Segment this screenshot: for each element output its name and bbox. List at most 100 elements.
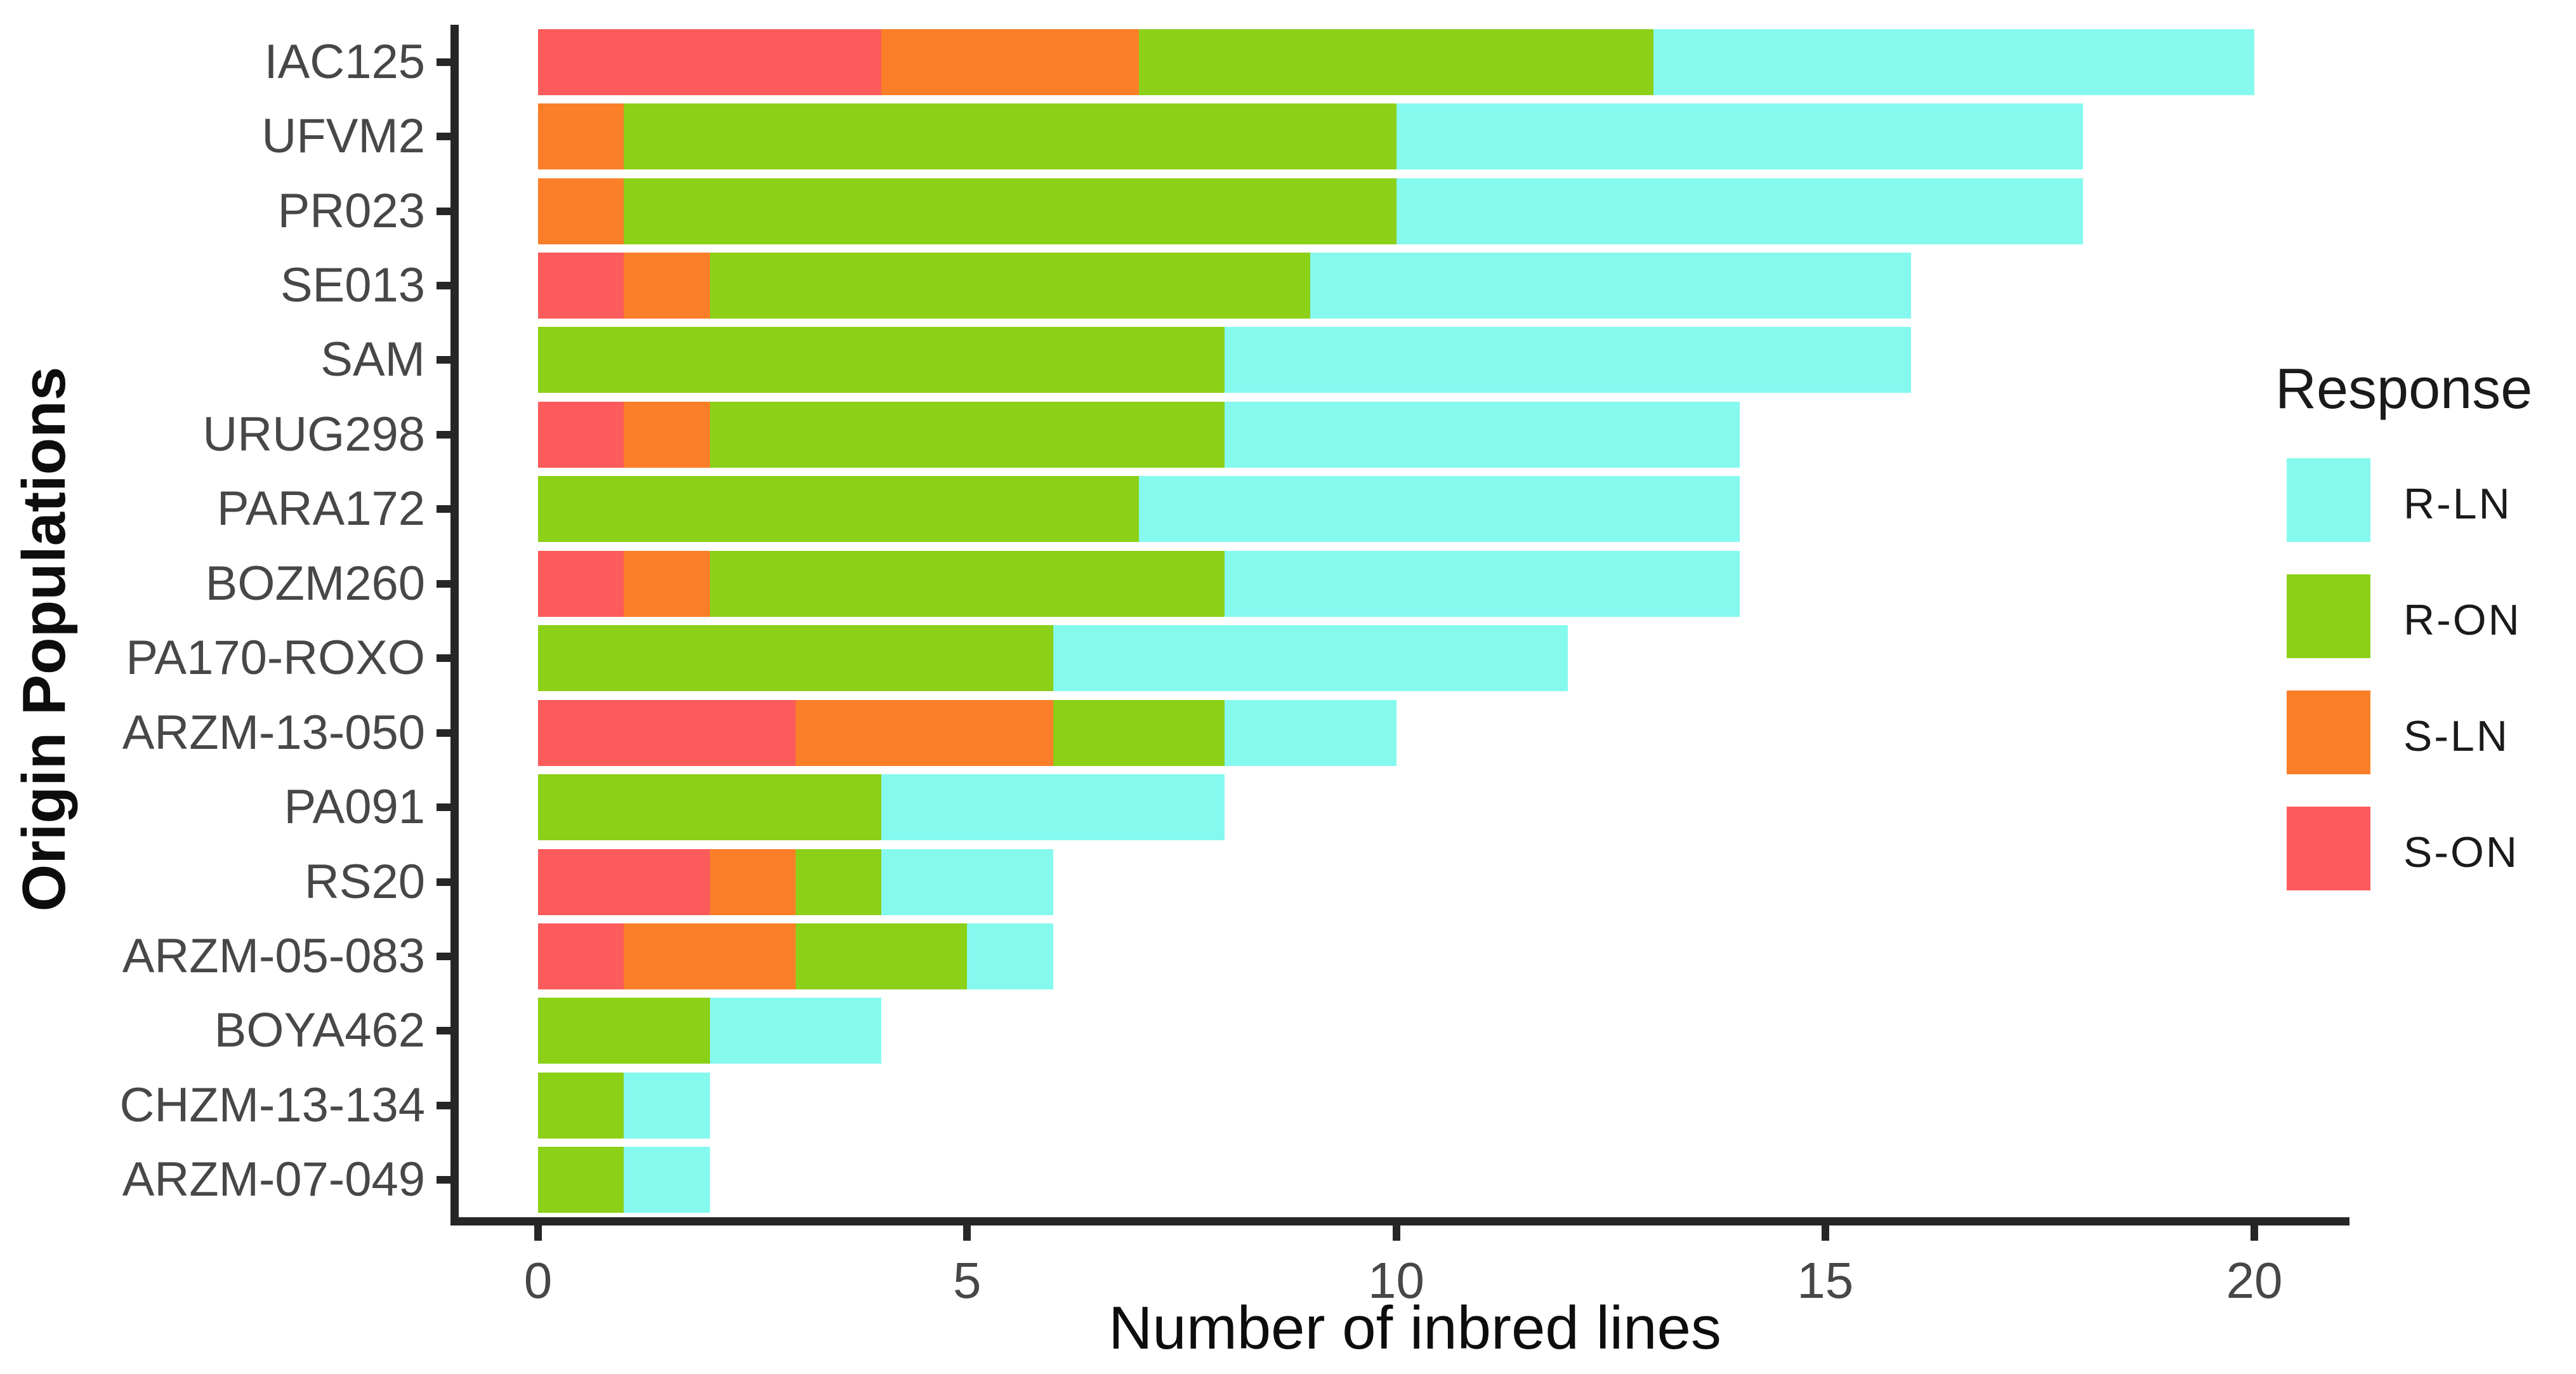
bar-segment-r-ln [1225,699,1396,766]
y-tick-label: PA170-ROXO [126,631,425,685]
bar-segment-s-ln [624,550,710,617]
bar-segment-s-on [538,29,881,95]
bar-segment-r-ln [967,923,1053,989]
y-axis-line [450,25,459,1225]
x-tick-label: 15 [1797,1252,1854,1309]
bar-segment-r-on [538,1072,624,1139]
bar-segment-r-ln [1396,178,2083,244]
y-tick-mark [437,878,450,886]
y-tick-mark [437,282,450,290]
bar-segment-s-on [538,699,796,766]
x-tick-label: 5 [953,1252,982,1309]
bar-segment-r-on [538,327,1225,393]
y-tick-label: CHZM-13-134 [119,1078,425,1132]
legend-label-s-on: S-ON [2403,828,2519,876]
y-tick-mark [437,430,450,439]
x-axis-title: Number of inbred lines [1108,1294,1721,1362]
bar-segment-s-on [538,923,624,989]
y-tick-mark [437,133,450,141]
bar-segment-s-ln [709,849,796,915]
bar-segment-r-ln [881,774,1225,841]
y-tick-mark [437,654,450,663]
bar-segment-s-on [538,550,624,617]
bar-segment-r-ln [1396,103,2083,170]
legend-swatch-r-ln [2287,458,2370,542]
x-tick-mark [1392,1225,1400,1241]
legend-swatch-s-ln [2287,690,2370,774]
bar-segment-r-on [709,550,1225,617]
bar-segment-r-ln [1053,625,1568,692]
y-tick-label: ARZM-13-050 [122,705,425,760]
bar-segment-r-ln [1310,253,1911,319]
y-tick-mark [437,1101,450,1109]
bar-segment-r-ln [624,1072,710,1139]
y-tick-label: BOZM260 [205,556,425,611]
bar-segment-r-on [795,923,968,989]
legend-label-r-on: R-ON [2403,596,2521,644]
bar-segment-s-ln [624,401,710,468]
legend-swatch-s-on [2287,807,2370,890]
bar-segment-s-ln [624,253,710,319]
y-tick-label: SE013 [280,258,425,313]
y-tick-mark [437,579,450,588]
x-tick-label: 10 [1368,1252,1424,1309]
bar-segment-r-on [538,774,881,841]
legend-title: Response [2275,357,2533,421]
x-axis-line [450,1217,2349,1225]
y-tick-mark [437,207,450,215]
bar-segment-r-on [1138,29,1654,95]
x-tick-mark [2251,1225,2258,1241]
x-tick-mark [534,1225,542,1241]
bar-segment-r-on [538,476,1139,543]
bar-segment-r-on [1053,699,1225,766]
bar-segment-r-ln [881,849,1053,915]
y-tick-label: ARZM-05-083 [122,928,425,983]
bar-segment-s-ln [538,103,624,170]
bar-segment-s-on [538,253,624,319]
bar-segment-r-ln [1225,401,1740,468]
y-tick-label: ARZM-07-049 [122,1153,425,1207]
bar-segment-r-ln [1138,476,1740,543]
bar-segment-r-on [538,625,1053,692]
y-tick-label: RS20 [304,854,425,909]
legend-swatch-r-on [2287,574,2370,658]
y-tick-mark [437,803,450,812]
legend-label-s-ln: S-LN [2403,712,2509,760]
bar-segment-s-ln [881,29,1139,95]
y-tick-label: PARA172 [216,482,425,536]
bar-segment-r-ln [1225,327,1911,393]
bar-segment-s-on [538,849,710,915]
y-tick-mark [437,952,450,960]
y-tick-mark [437,1176,450,1184]
bar-segment-r-on [538,1147,624,1213]
bar-segment-r-ln [709,998,881,1064]
bar-segment-r-on [538,998,710,1064]
bar-segment-r-on [624,178,1396,244]
y-tick-mark [437,505,450,513]
bar-segment-r-ln [1653,29,2254,95]
y-tick-label: BOYA462 [214,1003,425,1058]
bar-segment-s-ln [538,178,624,244]
bar-segment-s-ln [624,923,796,989]
y-tick-mark [437,729,450,737]
y-tick-mark [437,58,450,66]
bar-segment-r-on [795,849,881,915]
y-tick-mark [437,356,450,364]
bar-segment-r-on [709,253,1311,319]
bar-segment-r-ln [624,1147,710,1213]
bar-segment-s-ln [795,699,1053,766]
x-tick-label: 0 [523,1252,553,1309]
y-tick-label: SAM [320,333,425,387]
bar-segment-s-on [538,401,624,468]
legend-label-r-ln: R-LN [2403,480,2512,528]
bar-segment-r-on [709,401,1225,468]
y-tick-label: PA091 [284,780,425,835]
y-tick-mark [437,1027,450,1035]
y-tick-label: IAC125 [264,34,426,89]
x-tick-mark [963,1225,971,1241]
bar-segment-r-on [624,103,1396,170]
y-tick-label: URUG298 [202,407,425,461]
bar-segment-r-ln [1225,550,1740,617]
y-tick-label: UFVM2 [261,109,425,164]
